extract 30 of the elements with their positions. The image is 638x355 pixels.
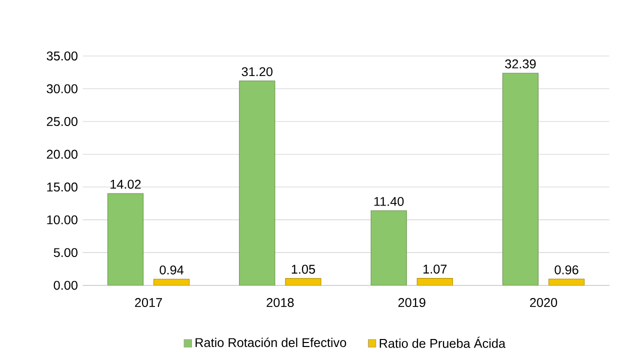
data-label: 32.39 [505,59,536,68]
data-label: 1.07 [424,264,447,274]
bar [370,210,407,286]
data-label: 11.40 [374,196,404,206]
bar [154,278,190,286]
bar [416,278,453,286]
bar [107,193,144,286]
y-tick-label: 25.00 [46,116,78,126]
bar [548,278,585,286]
y-tick-label: 20.00 [46,150,78,159]
y-tick-label: 5.00 [54,248,78,258]
legend-label: Ratio de Prueba Ácida [380,336,506,348]
x-tick-label: 2018 [266,298,294,307]
x-tick-label: 2020 [530,298,558,307]
legend-label: Ratio Rotación del Efectivo [196,338,346,348]
y-tick-label: 0.00 [54,280,78,290]
data-label: 31.20 [242,67,272,76]
y-tick-label: 10.00 [47,215,78,224]
y-tick-label: 30.00 [46,84,78,94]
x-tick-label: 2019 [398,298,426,307]
y-tick-label: 35.00 [46,51,78,60]
bar [502,72,539,286]
data-label: 0.96 [554,265,578,274]
data-label: 14.02 [110,180,141,189]
bar [239,80,276,286]
data-label: 1.05 [292,264,316,274]
x-tick-label: 2017 [135,298,162,307]
data-label: 0.94 [160,265,184,274]
bar [285,278,322,286]
y-tick-label: 15.00 [47,182,78,192]
